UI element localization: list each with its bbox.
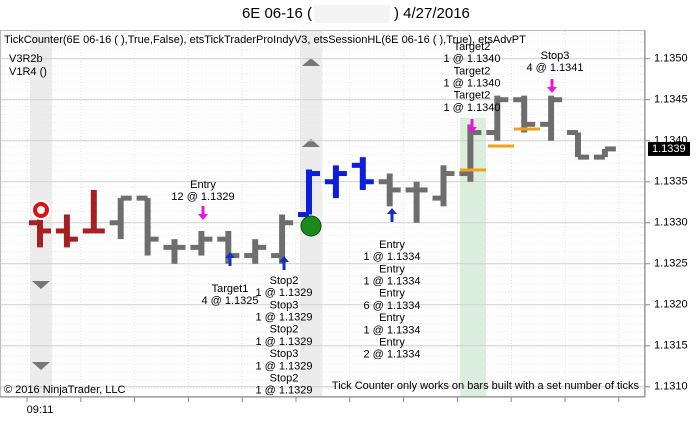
trade-annotation: Entry: [379, 337, 405, 349]
trade-annotation: 1 @ 1.1329: [255, 312, 312, 324]
plot-frame: [0, 30, 645, 397]
arrow-head: [225, 252, 235, 258]
trade-annotation: Entry: [379, 263, 405, 275]
last-price-label: 1.1339: [652, 143, 686, 155]
trade-annotation: 1 @ 1.1334: [363, 324, 420, 336]
trade-annotation: Stop3: [541, 50, 570, 62]
trade-annotation: Stop2: [270, 324, 299, 336]
y-tick-label: 1.1310: [654, 381, 688, 393]
trade-annotation: Target1: [212, 283, 249, 295]
scroll-arrow: [32, 281, 50, 289]
indicator-line: TickCounter(6E 06-16 ( ),True,False), et…: [4, 34, 526, 46]
trade-annotation: 1 @ 1.1340: [443, 53, 500, 65]
trade-annotation: Entry: [190, 179, 216, 191]
trade-annotation: Stop3: [270, 348, 299, 360]
trade-annotation: 4 @ 1.1325: [201, 295, 258, 307]
trade-annotation: 1 @ 1.1334: [363, 251, 420, 263]
exit-dot: [300, 215, 322, 237]
arrow-head: [387, 208, 397, 214]
x-tick-label: 09:11: [27, 404, 54, 416]
version-label: V3R2b: [9, 53, 43, 65]
scroll-arrow: [32, 362, 50, 370]
arrow-head: [279, 256, 289, 262]
version-label: V1R4 (): [9, 66, 47, 78]
arrow-head: [547, 87, 557, 93]
trade-annotation: 1 @ 1.1340: [443, 78, 500, 90]
y-tick-label: 1.1315: [654, 340, 688, 352]
scroll-arrow: [302, 139, 320, 147]
trade-annotation: 6 @ 1.1334: [363, 300, 420, 312]
y-tick-label: 1.1320: [654, 299, 688, 311]
trade-annotation: Target2: [454, 65, 491, 77]
y-tick-label: 1.1330: [654, 217, 688, 229]
trade-annotation: 4 @ 1.1341: [526, 62, 583, 74]
copyright: © 2016 NinjaTrader, LLC: [4, 384, 125, 396]
trade-annotation: 12 @ 1.1329: [171, 191, 234, 203]
trade-annotation: 1 @ 1.1340: [443, 102, 500, 114]
trade-annotation: Target2: [454, 90, 491, 102]
trade-annotation: Stop2: [270, 373, 299, 385]
trade-annotation: Entry: [379, 312, 405, 324]
y-tick-label: 1.1350: [654, 53, 688, 65]
trade-annotation: 1 @ 1.1329: [255, 287, 312, 299]
arrow-head: [198, 214, 208, 220]
trade-annotation: 1 @ 1.1329: [255, 336, 312, 348]
minor-grid: [1, 31, 644, 396]
scroll-arrow: [302, 58, 320, 66]
chart-title-left: 6E 06-16 (: [242, 5, 312, 22]
trade-annotation: 2 @ 1.1334: [363, 349, 420, 361]
trade-annotation: Entry: [379, 239, 405, 251]
y-tick-label: 1.1335: [654, 176, 688, 188]
y-tick-label: 1.1325: [654, 258, 688, 270]
trade-annotation: 1 @ 1.1329: [255, 385, 312, 397]
trade-annotation: 1 @ 1.1329: [255, 360, 312, 372]
trade-annotation: Entry: [379, 288, 405, 300]
entry-dot-inner: [37, 206, 45, 214]
arrow-head: [467, 127, 477, 133]
trade-annotation: Stop2: [270, 275, 299, 287]
blurred-box: [314, 5, 390, 23]
trade-annotation: Stop3: [270, 299, 299, 311]
trade-annotation: 1 @ 1.1334: [363, 276, 420, 288]
notice: Tick Counter only works on bars built wi…: [332, 380, 640, 392]
y-tick-label: 1.1345: [654, 94, 688, 106]
chart-title-right: ) 4/27/2016: [394, 5, 470, 22]
trade-annotation: Target2: [454, 41, 491, 53]
last-price-box: [648, 141, 690, 156]
